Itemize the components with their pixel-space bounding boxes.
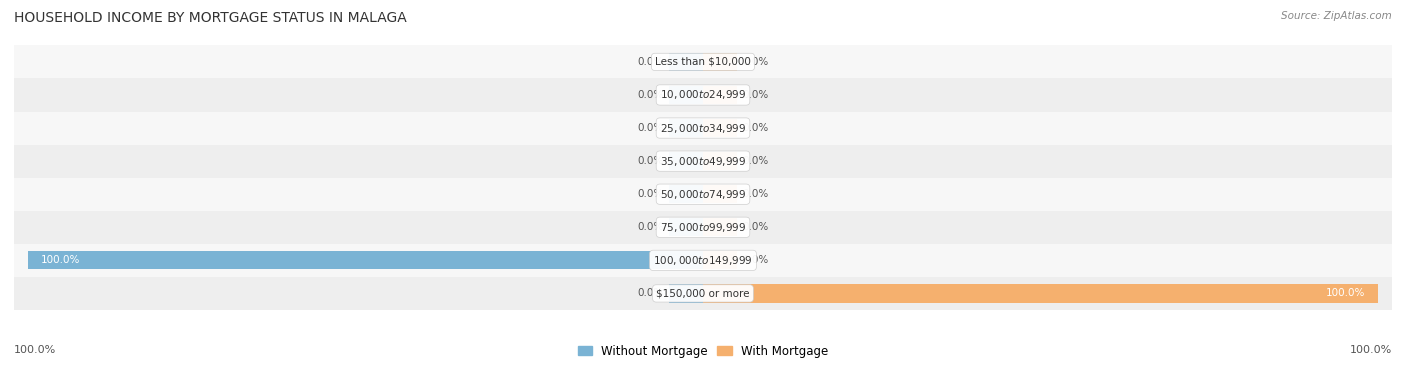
Text: $75,000 to $99,999: $75,000 to $99,999	[659, 221, 747, 234]
Text: 0.0%: 0.0%	[637, 222, 664, 232]
Bar	[669, 152, 703, 170]
Text: 0.0%: 0.0%	[742, 189, 769, 199]
Text: $150,000 or more: $150,000 or more	[657, 288, 749, 298]
Bar	[669, 284, 703, 302]
Text: 0.0%: 0.0%	[742, 90, 769, 100]
Bar	[669, 86, 703, 104]
Bar	[28, 251, 703, 270]
Bar	[669, 119, 703, 137]
Text: $35,000 to $49,999: $35,000 to $49,999	[659, 155, 747, 167]
Bar	[669, 53, 703, 71]
Bar	[703, 119, 737, 137]
Bar	[703, 53, 737, 71]
Bar	[14, 112, 1392, 145]
Bar	[703, 251, 737, 270]
Bar	[703, 185, 737, 203]
Text: 100.0%: 100.0%	[1326, 288, 1365, 298]
Text: 100.0%: 100.0%	[1350, 345, 1392, 355]
Bar	[703, 284, 1378, 302]
Bar	[669, 185, 703, 203]
Text: 0.0%: 0.0%	[742, 256, 769, 265]
Text: $10,000 to $24,999: $10,000 to $24,999	[659, 88, 747, 101]
Text: 0.0%: 0.0%	[637, 123, 664, 133]
Text: $100,000 to $149,999: $100,000 to $149,999	[654, 254, 752, 267]
Text: 0.0%: 0.0%	[637, 189, 664, 199]
Text: 0.0%: 0.0%	[742, 156, 769, 166]
Text: 0.0%: 0.0%	[637, 90, 664, 100]
Bar	[14, 277, 1392, 310]
Legend: Without Mortgage, With Mortgage: Without Mortgage, With Mortgage	[574, 340, 832, 362]
Bar	[703, 218, 737, 236]
Bar	[14, 211, 1392, 244]
Text: $25,000 to $34,999: $25,000 to $34,999	[659, 122, 747, 135]
Text: 100.0%: 100.0%	[41, 256, 80, 265]
Text: HOUSEHOLD INCOME BY MORTGAGE STATUS IN MALAGA: HOUSEHOLD INCOME BY MORTGAGE STATUS IN M…	[14, 11, 406, 25]
Text: 100.0%: 100.0%	[14, 345, 56, 355]
Text: 0.0%: 0.0%	[742, 123, 769, 133]
Text: Source: ZipAtlas.com: Source: ZipAtlas.com	[1281, 11, 1392, 21]
Text: $50,000 to $74,999: $50,000 to $74,999	[659, 188, 747, 201]
Text: Less than $10,000: Less than $10,000	[655, 57, 751, 67]
Text: 0.0%: 0.0%	[742, 57, 769, 67]
Bar	[703, 152, 737, 170]
Text: 0.0%: 0.0%	[637, 156, 664, 166]
Bar	[669, 218, 703, 236]
Bar	[14, 145, 1392, 178]
Text: 0.0%: 0.0%	[637, 288, 664, 298]
Text: 0.0%: 0.0%	[742, 222, 769, 232]
Bar	[14, 79, 1392, 112]
Bar	[14, 178, 1392, 211]
Bar	[703, 86, 737, 104]
Bar	[14, 45, 1392, 79]
Text: 0.0%: 0.0%	[637, 57, 664, 67]
Bar	[14, 244, 1392, 277]
